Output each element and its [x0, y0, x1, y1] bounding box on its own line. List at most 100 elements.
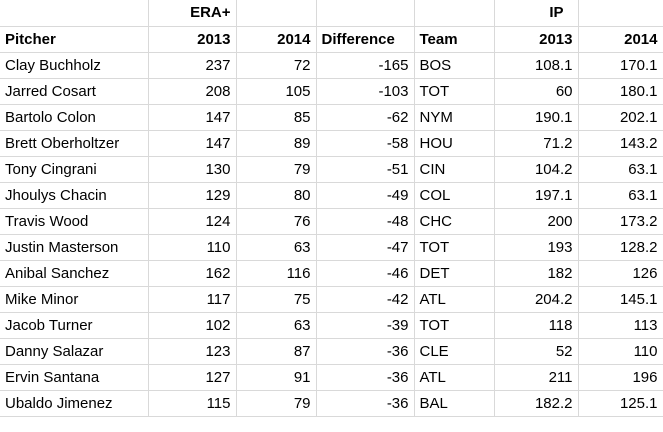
cell	[235, 0, 317, 27]
column-header: Pitcher	[0, 25, 149, 53]
cell: 63.1	[577, 181, 663, 209]
cell: 193	[493, 233, 579, 261]
cell: 197.1	[493, 181, 579, 209]
cell: ATL	[413, 285, 495, 313]
cell: 105	[235, 77, 317, 105]
cell: BAL	[413, 389, 495, 417]
cell: 129	[147, 181, 237, 209]
cell: 113	[577, 311, 663, 339]
cell: 182.2	[493, 389, 579, 417]
data-row: Danny Salazar 123 87 -36 CLE 52 110	[0, 337, 663, 365]
cell: DET	[413, 259, 495, 287]
cell: 147	[147, 103, 237, 131]
cell	[577, 0, 663, 27]
cell: 80	[235, 181, 317, 209]
cell: 143.2	[577, 129, 663, 157]
data-row: Brett Oberholtzer 147 89 -58 HOU 71.2 143.2	[0, 129, 663, 157]
cell: ATL	[413, 363, 495, 391]
cell: 128.2	[577, 233, 663, 261]
cell: 76	[235, 207, 317, 235]
cell: Travis Wood	[0, 207, 149, 235]
cell: Bartolo Colon	[0, 103, 149, 131]
column-header: 2013	[147, 25, 237, 53]
data-row: Clay Buchholz 237 72 -165 BOS 108.1 170.1	[0, 51, 663, 79]
cell: -103	[315, 77, 415, 105]
cell: 75	[235, 285, 317, 313]
cell: CIN	[413, 155, 495, 183]
cell: 115	[147, 389, 237, 417]
cell: 110	[577, 337, 663, 365]
cell: 182	[493, 259, 579, 287]
cell: 118	[493, 311, 579, 339]
cell: -49	[315, 181, 415, 209]
data-row: Ervin Santana 127 91 -36 ATL 211 196	[0, 363, 663, 391]
cell: 52	[493, 337, 579, 365]
cell: CLE	[413, 337, 495, 365]
cell: 162	[147, 259, 237, 287]
cell: Mike Minor	[0, 285, 149, 313]
cell: -62	[315, 103, 415, 131]
column-header: 2014	[235, 25, 317, 53]
cell: 200	[493, 207, 579, 235]
cell: 180.1	[577, 77, 663, 105]
cell: 196	[577, 363, 663, 391]
cell: -46	[315, 259, 415, 287]
cell: 89	[235, 129, 317, 157]
cell: Danny Salazar	[0, 337, 149, 365]
data-row: Anibal Sanchez 162 116 -46 DET 182 126	[0, 259, 663, 287]
cell: 116	[235, 259, 317, 287]
cell: 208	[147, 77, 237, 105]
cell: 127	[147, 363, 237, 391]
cell: NYM	[413, 103, 495, 131]
cell: 204.2	[493, 285, 579, 313]
cell: 190.1	[493, 103, 579, 131]
cell: -42	[315, 285, 415, 313]
data-row: Mike Minor 117 75 -42 ATL 204.2 145.1	[0, 285, 663, 313]
cell: 170.1	[577, 51, 663, 79]
cell: Tony Cingrani	[0, 155, 149, 183]
cell: Ubaldo Jimenez	[0, 389, 149, 417]
cell: 87	[235, 337, 317, 365]
spreadsheet: ERA+ IP Pitcher 2013 2014 Difference Team 201…	[0, 0, 663, 417]
column-header-row: Pitcher 2013 2014 Difference Team 2013 2014	[0, 25, 663, 53]
cell: 237	[147, 51, 237, 79]
cell: 147	[147, 129, 237, 157]
cell: 72	[235, 51, 317, 79]
cell: -36	[315, 389, 415, 417]
cell: Ervin Santana	[0, 363, 149, 391]
table-body: ERA+ IP Pitcher 2013 2014 Difference Team 201…	[0, 0, 663, 417]
cell: 125.1	[577, 389, 663, 417]
cell: -165	[315, 51, 415, 79]
data-row: Ubaldo Jimenez 115 79 -36 BAL 182.2 125.1	[0, 389, 663, 417]
cell: Anibal Sanchez	[0, 259, 149, 287]
cell: 173.2	[577, 207, 663, 235]
cell: 63	[235, 233, 317, 261]
cell: 102	[147, 311, 237, 339]
cell: TOT	[413, 233, 495, 261]
cell: 63	[235, 311, 317, 339]
cell: Justin Masterson	[0, 233, 149, 261]
cell: -36	[315, 363, 415, 391]
cell: CHC	[413, 207, 495, 235]
cell: 71.2	[493, 129, 579, 157]
cell: 79	[235, 155, 317, 183]
cell: TOT	[413, 77, 495, 105]
cell: COL	[413, 181, 495, 209]
data-row: Jhoulys Chacin 129 80 -49 COL 197.1 63.1	[0, 181, 663, 209]
cell: Brett Oberholtzer	[0, 129, 149, 157]
data-row: Jarred Cosart 208 105 -103 TOT 60 180.1	[0, 77, 663, 105]
cell: Jhoulys Chacin	[0, 181, 149, 209]
cell: 126	[577, 259, 663, 287]
cell: 211	[493, 363, 579, 391]
cell	[0, 0, 149, 27]
cell: 145.1	[577, 285, 663, 313]
data-row: Jacob Turner 102 63 -39 TOT 118 113	[0, 311, 663, 339]
group-header: ERA+	[147, 0, 237, 27]
cell: 79	[235, 389, 317, 417]
cell: 60	[493, 77, 579, 105]
cell: Jacob Turner	[0, 311, 149, 339]
cell: 130	[147, 155, 237, 183]
column-header: Difference	[315, 25, 415, 53]
cell: HOU	[413, 129, 495, 157]
cell: -48	[315, 207, 415, 235]
